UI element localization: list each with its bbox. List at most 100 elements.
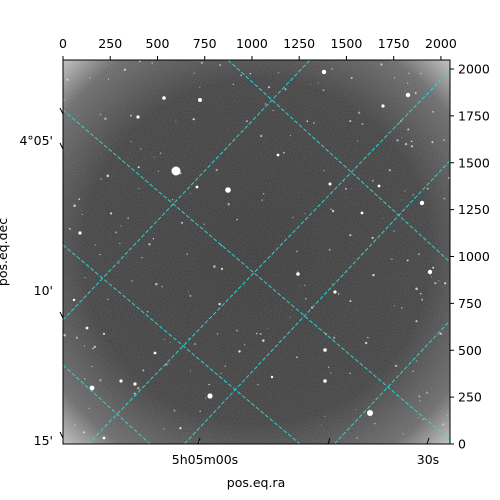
star bbox=[74, 424, 76, 426]
star bbox=[155, 282, 158, 286]
star bbox=[224, 365, 226, 367]
star bbox=[99, 253, 101, 256]
star bbox=[371, 236, 374, 239]
star bbox=[330, 208, 333, 211]
star bbox=[249, 72, 252, 75]
star bbox=[310, 84, 311, 86]
star bbox=[272, 110, 274, 112]
star bbox=[131, 280, 133, 282]
y-axis-title: pos.eq.dec bbox=[0, 218, 10, 286]
star bbox=[337, 293, 340, 295]
star bbox=[238, 350, 241, 353]
star bbox=[313, 122, 315, 124]
star bbox=[331, 283, 333, 285]
star bbox=[259, 332, 262, 336]
star bbox=[213, 265, 216, 268]
star bbox=[388, 168, 391, 172]
star bbox=[276, 153, 280, 157]
star bbox=[290, 309, 292, 311]
star bbox=[244, 285, 246, 287]
star bbox=[107, 78, 110, 80]
star bbox=[123, 68, 127, 72]
star bbox=[88, 407, 90, 409]
star bbox=[295, 356, 298, 359]
star bbox=[199, 86, 201, 88]
star bbox=[180, 221, 184, 224]
star bbox=[200, 61, 203, 64]
star bbox=[243, 343, 246, 346]
x-tick-label: 1250 bbox=[283, 36, 315, 51]
star bbox=[356, 437, 358, 439]
star bbox=[208, 383, 210, 386]
star bbox=[393, 77, 396, 79]
star bbox=[66, 78, 69, 81]
star bbox=[73, 204, 76, 207]
star bbox=[418, 395, 421, 398]
star bbox=[190, 219, 192, 221]
star bbox=[360, 211, 364, 215]
x-tick-label: 750 bbox=[193, 36, 217, 51]
star bbox=[427, 269, 433, 275]
star bbox=[350, 76, 353, 79]
star bbox=[323, 379, 327, 383]
star bbox=[220, 372, 222, 374]
star bbox=[161, 285, 163, 288]
star bbox=[421, 298, 424, 301]
star bbox=[393, 305, 395, 307]
star bbox=[419, 200, 425, 206]
star bbox=[317, 82, 319, 84]
y-tick-label: 250 bbox=[458, 390, 482, 405]
star bbox=[381, 104, 385, 108]
star bbox=[391, 60, 393, 62]
y-tick-label: 1250 bbox=[458, 202, 490, 217]
star bbox=[322, 89, 325, 92]
x-tick-label: 0 bbox=[59, 36, 67, 51]
star bbox=[205, 397, 207, 399]
x-tick-label: 500 bbox=[146, 36, 170, 51]
star bbox=[297, 270, 299, 272]
star bbox=[257, 383, 259, 386]
star bbox=[118, 263, 120, 265]
star bbox=[367, 336, 369, 339]
star bbox=[284, 88, 287, 91]
star bbox=[189, 294, 192, 297]
star bbox=[432, 266, 435, 269]
star bbox=[333, 290, 337, 294]
star bbox=[85, 326, 89, 330]
star bbox=[136, 115, 140, 119]
star bbox=[152, 237, 155, 240]
grid-line bbox=[87, 69, 450, 444]
star bbox=[82, 431, 86, 434]
star bbox=[402, 433, 404, 435]
star bbox=[416, 360, 418, 362]
star bbox=[179, 427, 182, 430]
star bbox=[104, 117, 107, 120]
star bbox=[90, 365, 93, 368]
dec-tick bbox=[59, 311, 64, 319]
star bbox=[218, 302, 221, 306]
star bbox=[130, 141, 132, 143]
star bbox=[438, 280, 440, 282]
grid-line bbox=[63, 109, 450, 441]
y-tick-label: 1500 bbox=[458, 155, 490, 170]
y-tick-label: 2000 bbox=[458, 62, 490, 77]
star bbox=[125, 257, 127, 259]
star bbox=[193, 72, 195, 74]
star bbox=[220, 244, 223, 247]
star bbox=[446, 414, 448, 416]
star bbox=[99, 379, 102, 382]
star bbox=[332, 336, 336, 339]
grid-line bbox=[63, 244, 301, 444]
star bbox=[138, 60, 141, 63]
star bbox=[407, 128, 410, 131]
star bbox=[422, 418, 424, 420]
star bbox=[163, 338, 165, 340]
star bbox=[63, 334, 66, 337]
star bbox=[323, 348, 327, 352]
dec-tick-label: 10' bbox=[34, 283, 53, 298]
star bbox=[75, 336, 78, 339]
star bbox=[323, 170, 325, 172]
dec-tick bbox=[59, 142, 64, 150]
star bbox=[328, 248, 331, 251]
star bbox=[189, 370, 192, 372]
